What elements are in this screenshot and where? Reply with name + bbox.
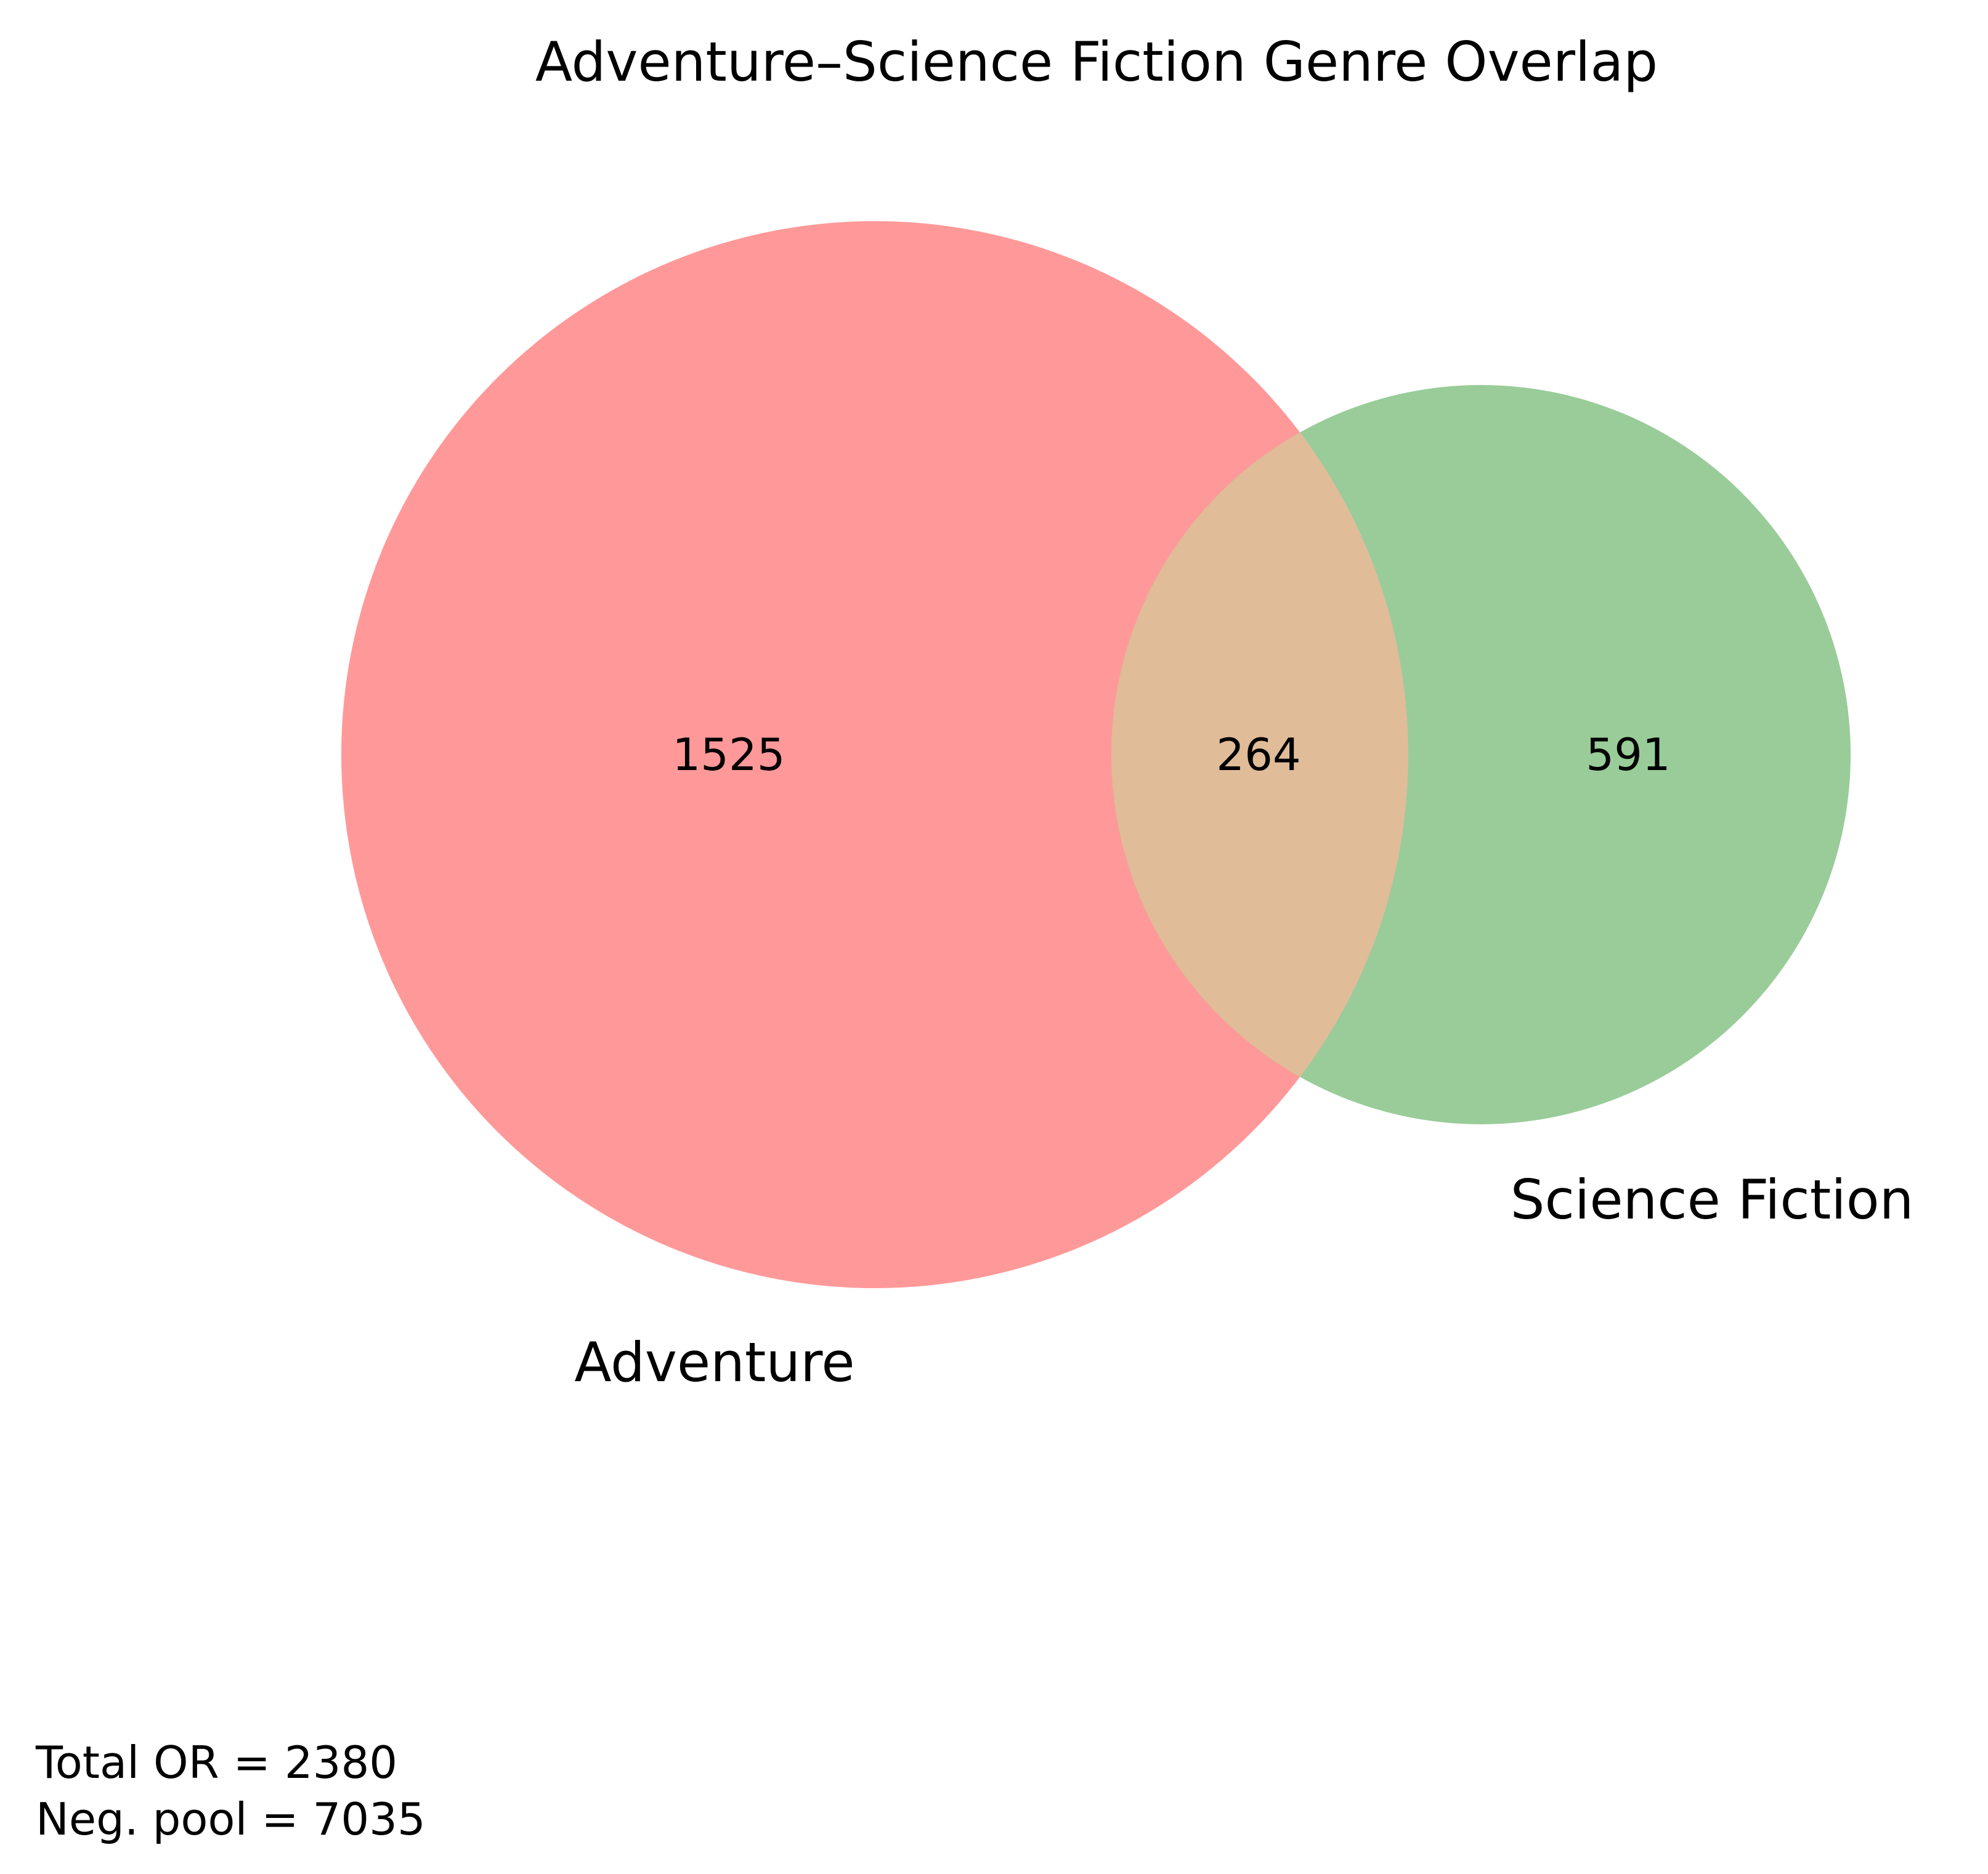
- science-fiction-label: Science Fiction: [1511, 1168, 1914, 1231]
- intersection-region: [1111, 385, 1408, 1124]
- diagram-title: Adventure–Science Fiction Genre Overlap: [535, 30, 1658, 94]
- total-or-note: Total OR = 2380: [35, 1737, 397, 1788]
- adventure-only-count: 1525: [672, 729, 785, 781]
- adventure-label: Adventure: [574, 1331, 854, 1394]
- science-fiction-only-count: 591: [1586, 729, 1670, 781]
- neg-pool-note: Neg. pool = 7035: [36, 1793, 426, 1845]
- adventure-circle: [341, 221, 1408, 1288]
- intersection-count: 264: [1216, 729, 1300, 781]
